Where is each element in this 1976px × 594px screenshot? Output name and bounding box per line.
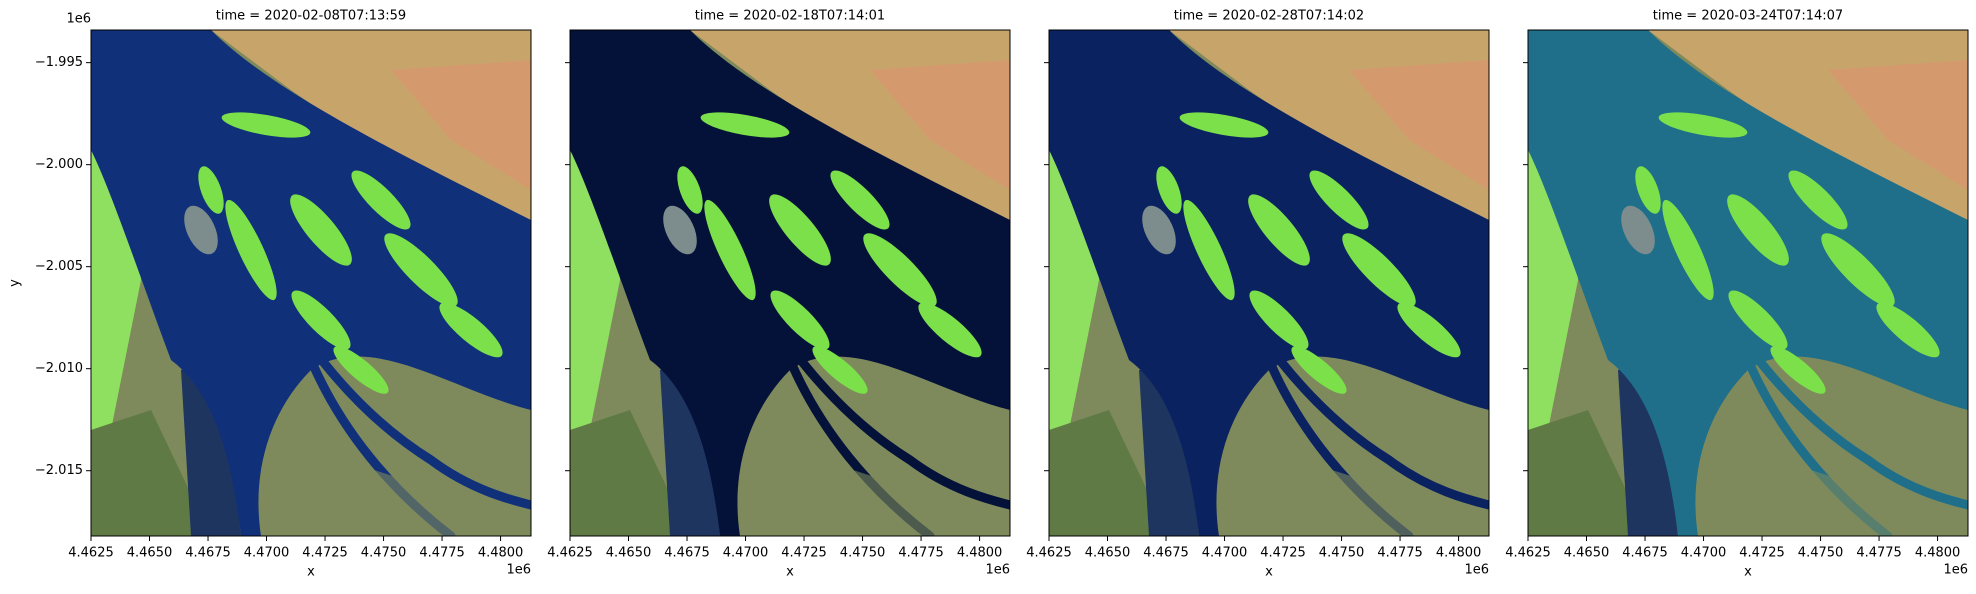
- panel-title: time = 2020-02-18T07:14:01: [695, 9, 885, 24]
- axes-frame: [1048, 29, 1490, 537]
- panel-title: time = 2020-02-08T07:13:59: [216, 9, 406, 24]
- x-tick-label: 4.4675: [1143, 546, 1189, 561]
- satellite-image: [1528, 30, 1968, 536]
- panel-title: time = 2020-03-24T07:14:07: [1653, 9, 1843, 24]
- x-tick-label: 4.4725: [781, 546, 827, 561]
- axes-frame: [90, 29, 532, 537]
- x-tick-label: 4.4700: [1202, 546, 1248, 561]
- x-tick-label: 4.4800: [1436, 546, 1482, 561]
- x-tick-label: 4.4750: [840, 546, 886, 561]
- axes-frame: [569, 29, 1011, 537]
- x-tick-label: 4.4750: [1798, 546, 1844, 561]
- y-tick-label: −2.015: [35, 463, 83, 478]
- y-tick-label: −1.995: [35, 55, 83, 70]
- y-axis-label: y: [8, 279, 23, 287]
- panel-title: time = 2020-02-28T07:14:02: [1174, 9, 1364, 24]
- x-axis-label: x: [1265, 565, 1273, 580]
- x-tick-label: 4.4775: [898, 546, 944, 561]
- x-tick-label: 4.4675: [1622, 546, 1668, 561]
- y-tick-label: −2.000: [35, 157, 83, 172]
- satellite-image: [570, 30, 1010, 536]
- x-axis-label: x: [307, 565, 315, 580]
- x-tick-label: 4.4625: [1026, 546, 1072, 561]
- x-tick-label: 4.4675: [185, 546, 231, 561]
- x-tick-label: 4.4700: [723, 546, 769, 561]
- x-tick-label: 4.4650: [127, 546, 173, 561]
- x-offset-label: 1e6: [1943, 563, 1968, 578]
- x-tick-label: 4.4750: [1319, 546, 1365, 561]
- x-axis-label: x: [786, 565, 794, 580]
- x-tick-label: 4.4700: [244, 546, 290, 561]
- x-tick-label: 4.4725: [1260, 546, 1306, 561]
- x-tick-label: 4.4800: [957, 546, 1003, 561]
- x-tick-label: 4.4800: [478, 546, 524, 561]
- x-tick-label: 4.4675: [664, 546, 710, 561]
- x-tick-label: 4.4775: [419, 546, 465, 561]
- x-axis-label: x: [1744, 565, 1752, 580]
- x-tick-label: 4.4725: [302, 546, 348, 561]
- x-offset-label: 1e6: [1464, 563, 1489, 578]
- x-tick-label: 4.4625: [547, 546, 593, 561]
- x-tick-label: 4.4650: [1085, 546, 1131, 561]
- x-offset-label: 1e6: [506, 563, 531, 578]
- x-offset-label: 1e6: [985, 563, 1010, 578]
- x-tick-label: 4.4775: [1856, 546, 1902, 561]
- x-tick-label: 4.4625: [68, 546, 114, 561]
- x-tick-label: 4.4725: [1739, 546, 1785, 561]
- x-tick-label: 4.4650: [606, 546, 652, 561]
- y-offset-label: 1e6: [66, 12, 91, 27]
- x-tick-label: 4.4650: [1564, 546, 1610, 561]
- x-tick-label: 4.4700: [1681, 546, 1727, 561]
- x-tick-label: 4.4750: [361, 546, 407, 561]
- x-tick-label: 4.4800: [1915, 546, 1961, 561]
- satellite-image: [91, 30, 531, 536]
- axes-frame: [1527, 29, 1969, 537]
- x-tick-label: 4.4625: [1505, 546, 1551, 561]
- satellite-image: [1049, 30, 1489, 536]
- y-tick-label: −2.010: [35, 361, 83, 376]
- y-tick-label: −2.005: [35, 259, 83, 274]
- x-tick-label: 4.4775: [1377, 546, 1423, 561]
